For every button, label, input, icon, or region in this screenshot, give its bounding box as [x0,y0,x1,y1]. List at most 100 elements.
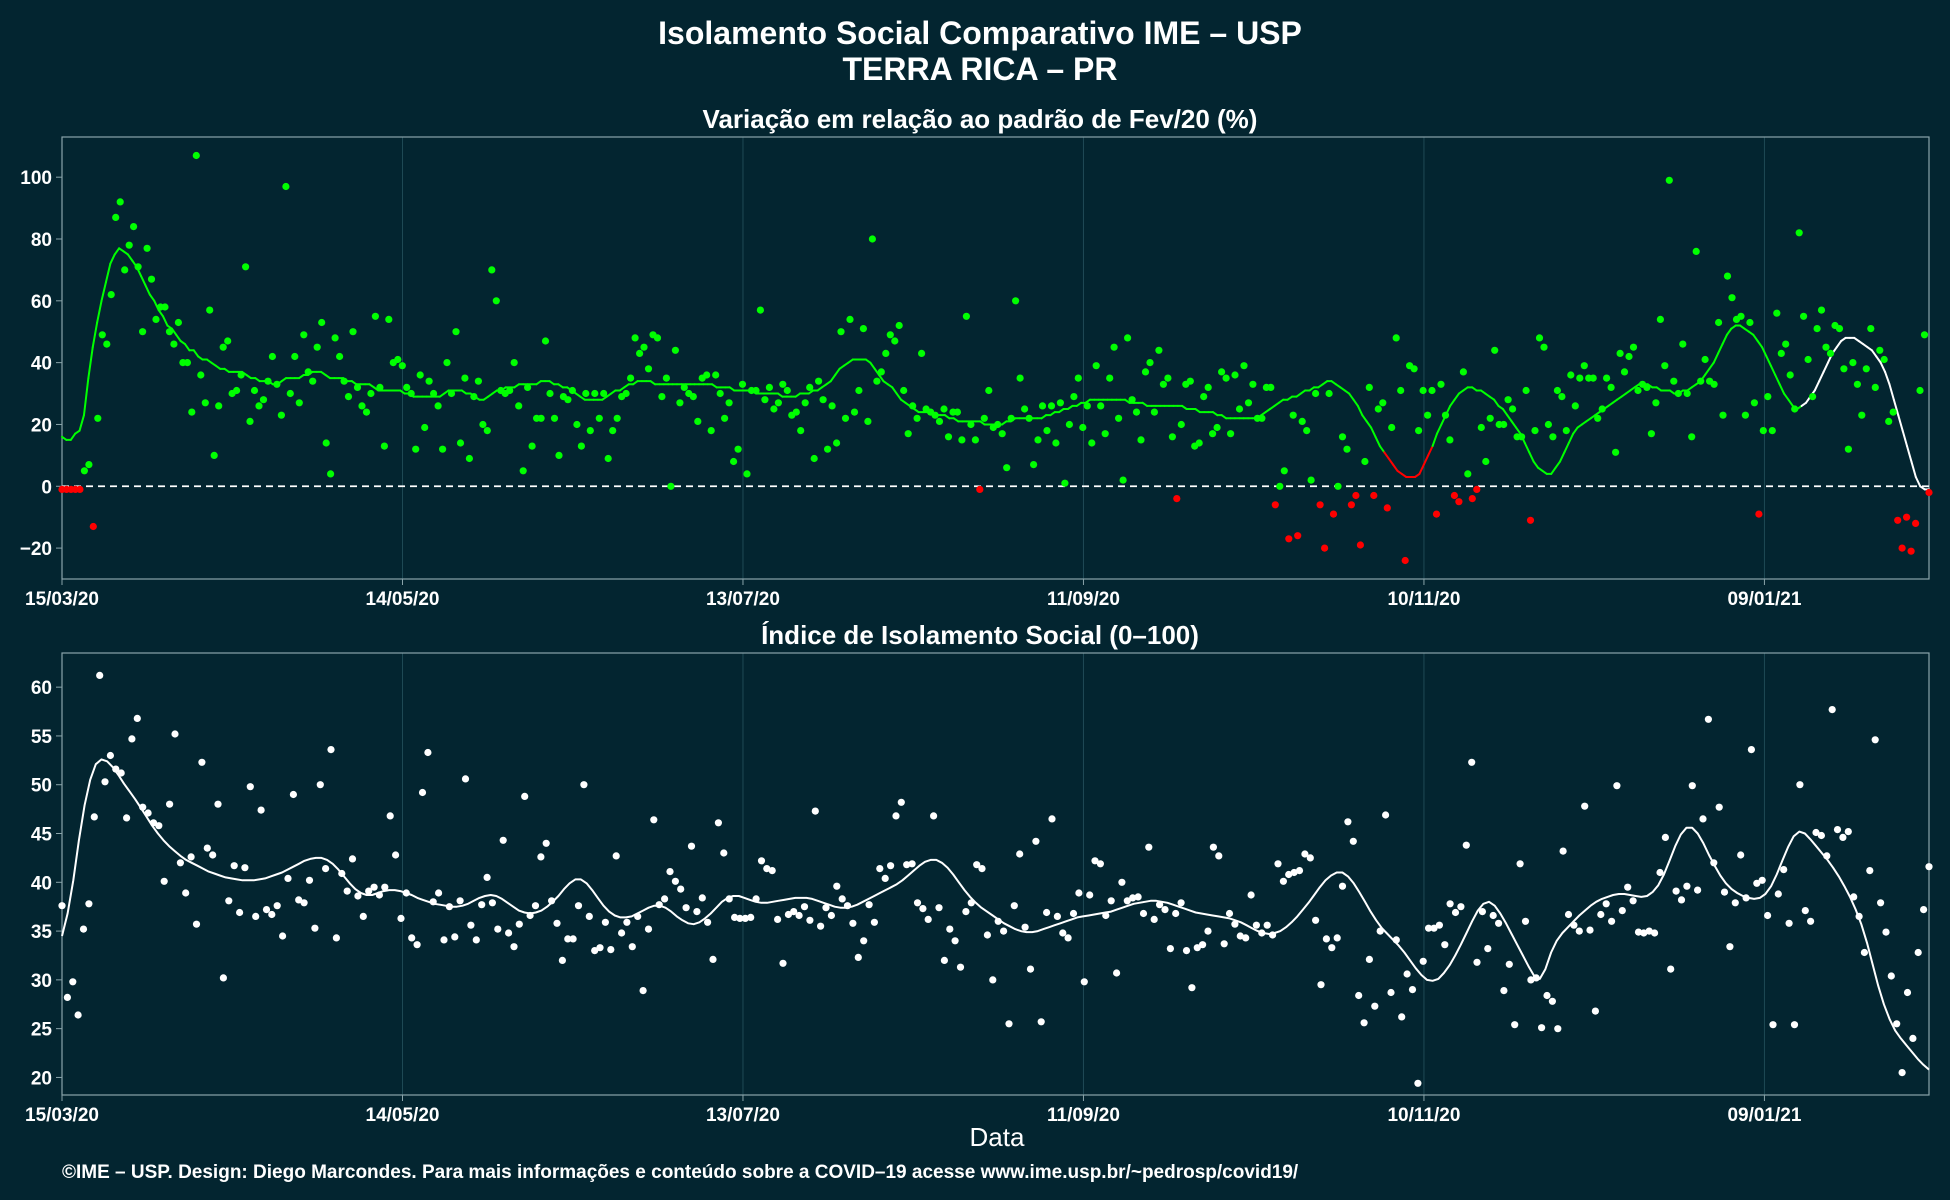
data-point [967,899,975,907]
data-point [1500,987,1508,995]
data-point [215,402,223,410]
data-point [1069,909,1078,918]
data-point [1674,389,1682,398]
data-point [528,442,536,450]
data-point [479,420,487,429]
data-point [712,371,720,379]
data-point [521,792,529,801]
data-point [1021,923,1029,931]
data-point [1795,229,1803,237]
data-point [1374,405,1382,413]
data-point [1289,411,1297,419]
x-tick-label: 09/01/21 [1727,1105,1801,1126]
data-point [176,859,184,867]
data-point [1914,948,1922,957]
data-point [98,331,106,339]
data-point [1119,476,1127,484]
data-point [1656,315,1664,323]
data-point [1858,411,1866,419]
data-point [1521,917,1530,925]
data-point [416,371,424,379]
data-point [882,349,890,357]
data-point [430,389,438,398]
data-point [1392,334,1400,342]
data-point [1813,325,1821,333]
data-point [864,417,872,425]
data-point [418,788,427,797]
data-point [1640,929,1648,937]
data-point [687,842,696,850]
data-point [1925,488,1933,497]
panel-index: 20 25 30 35 40 45 50 55 60 15/03/20 14/05/20 13/07/… [25,652,1933,1126]
data-point [246,783,254,791]
data-point [246,417,254,425]
data-point [1920,331,1929,339]
data-point [1603,374,1611,382]
data-point [1598,405,1606,413]
x-axis-label: Data [970,1122,1025,1152]
data-point [1204,383,1212,391]
moving-average-segment [1712,352,1720,364]
data-point [112,765,120,773]
data-point [930,812,938,820]
data-point [1301,850,1309,858]
data-point [1694,886,1702,894]
chart-subtitle: TERRA RICA – PR [843,51,1118,87]
data-point [1307,476,1315,484]
data-point [403,383,411,391]
data-point [1785,919,1793,927]
data-point [1124,334,1132,342]
data-point [1634,386,1642,395]
data-point [336,352,344,361]
data-point [58,902,66,910]
data-point [550,414,559,422]
data-point [1607,383,1615,391]
data-point [224,337,232,345]
data-point [279,932,287,940]
data-point [183,359,191,367]
data-point [908,860,916,868]
data-point [1484,945,1492,953]
moving-average-segment [170,327,178,336]
data-point [774,915,782,924]
data-point [1741,411,1749,419]
data-point [1091,857,1099,865]
data-point [1589,374,1597,382]
data-point [1247,891,1255,899]
data-point [1056,399,1064,407]
moving-average-segment [1374,435,1381,448]
moving-average-segment [109,253,116,265]
data-point [467,921,475,929]
data-point [564,935,572,943]
data-point [730,457,738,466]
data-point [837,328,845,336]
data-point [1064,934,1072,942]
data-point [492,297,500,305]
data-point [1647,430,1655,438]
data-point [143,244,151,252]
data-point [734,445,742,453]
data-point [1092,362,1100,370]
data-point [1425,924,1433,932]
data-point [666,868,674,876]
data-point [445,903,453,911]
data-point [1209,430,1217,438]
x-tick-label: 13/07/20 [706,1105,780,1126]
data-point [682,904,690,912]
data-point [680,383,688,391]
data-point [1907,547,1915,555]
data-point [870,918,879,926]
data-point [721,414,729,422]
data-point [1435,921,1443,929]
data-point [1840,365,1848,373]
data-point [1701,355,1709,364]
data-point [461,775,470,783]
y-tick-label: 30 [31,971,52,992]
data-point [74,1011,82,1019]
data-point [887,862,895,870]
data-point [1096,860,1104,868]
data-point [1835,325,1844,333]
data-point [1061,479,1069,487]
moving-average-segment [126,253,134,262]
